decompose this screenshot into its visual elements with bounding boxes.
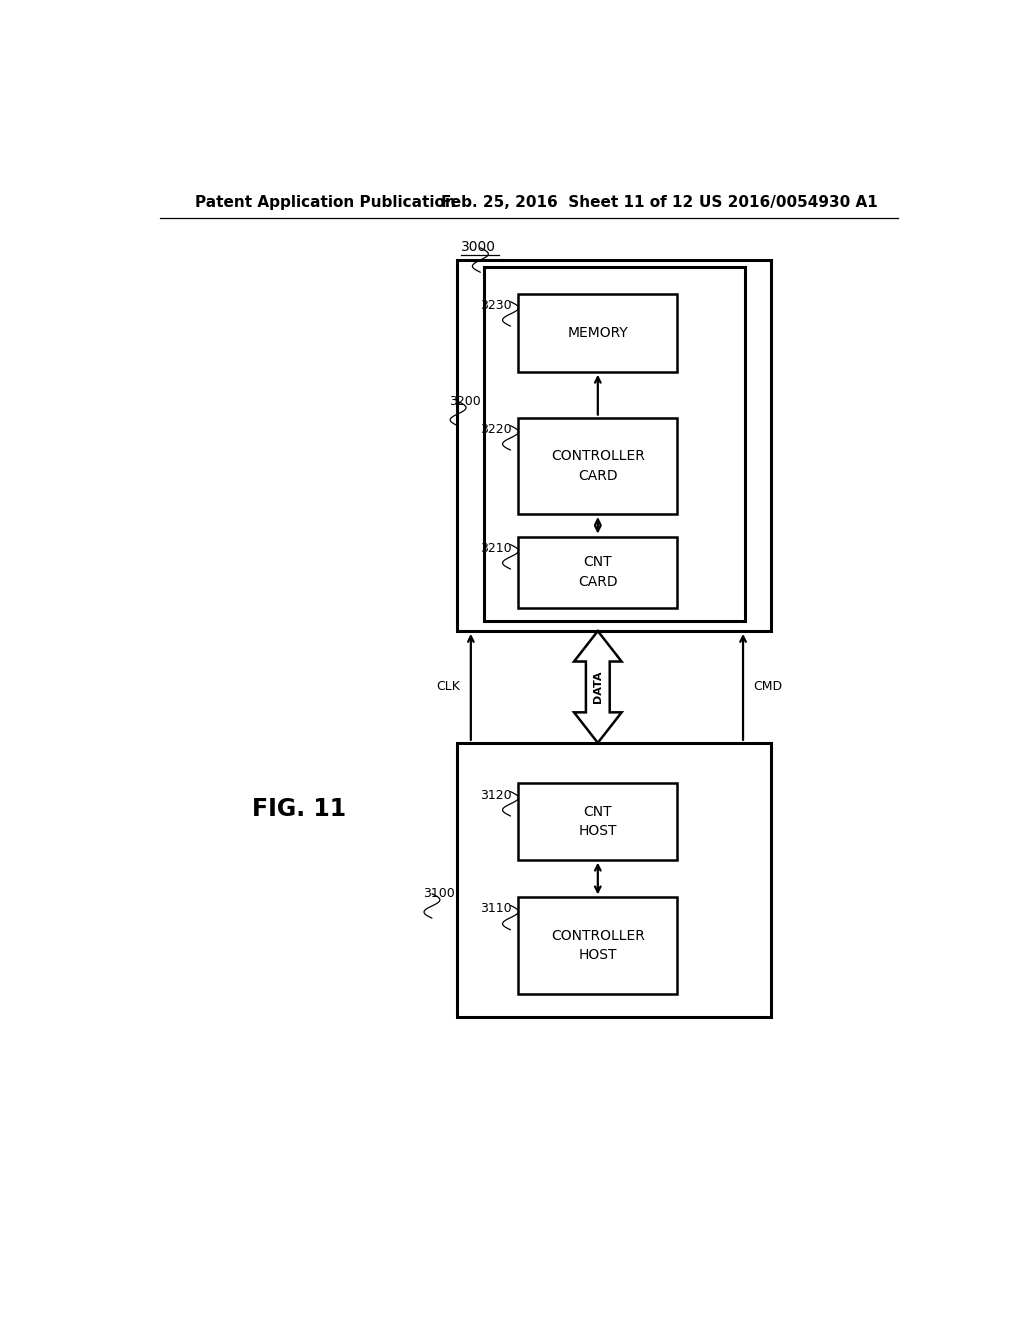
Text: 3230: 3230: [480, 298, 512, 312]
Text: 3220: 3220: [480, 422, 512, 436]
Text: CONTROLLER
CARD: CONTROLLER CARD: [551, 449, 645, 483]
Text: CNT
HOST: CNT HOST: [579, 805, 617, 838]
Text: 3100: 3100: [423, 887, 455, 900]
Text: DATA: DATA: [593, 671, 603, 704]
Bar: [458, 260, 771, 631]
Text: US 2016/0054930 A1: US 2016/0054930 A1: [699, 194, 879, 210]
Text: 3110: 3110: [480, 903, 512, 915]
Text: FIG. 11: FIG. 11: [252, 797, 346, 821]
Text: Feb. 25, 2016  Sheet 11 of 12: Feb. 25, 2016 Sheet 11 of 12: [441, 194, 693, 210]
Text: CONTROLLER
HOST: CONTROLLER HOST: [551, 929, 645, 962]
Bar: [518, 784, 677, 859]
Polygon shape: [574, 631, 622, 743]
Bar: [518, 536, 677, 607]
Bar: [518, 293, 677, 372]
Bar: [518, 898, 677, 994]
Text: 3120: 3120: [480, 788, 512, 801]
Text: CMD: CMD: [754, 680, 782, 693]
Bar: [518, 417, 677, 515]
Text: Patent Application Publication: Patent Application Publication: [196, 194, 457, 210]
Text: MEMORY: MEMORY: [567, 326, 628, 339]
Text: 3200: 3200: [450, 395, 481, 408]
Text: 3000: 3000: [461, 240, 497, 253]
Text: 3210: 3210: [480, 541, 512, 554]
Text: CLK: CLK: [436, 680, 461, 693]
Bar: [483, 267, 745, 620]
Text: CNT
CARD: CNT CARD: [578, 556, 617, 589]
Bar: [458, 743, 771, 1018]
